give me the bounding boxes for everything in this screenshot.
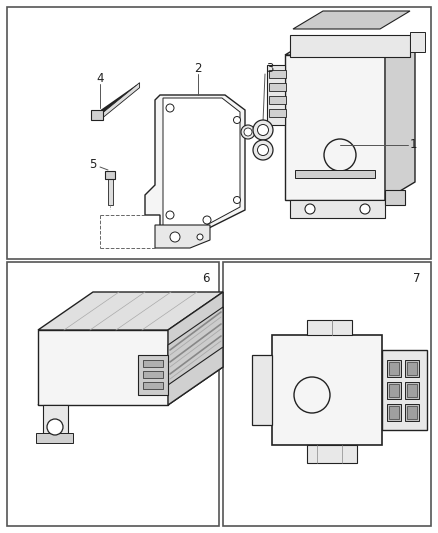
Bar [143, 382, 163, 389]
Polygon shape [269, 83, 286, 91]
Text: 1: 1 [410, 139, 417, 151]
Polygon shape [155, 225, 210, 248]
Bar [405, 404, 419, 421]
Circle shape [253, 120, 273, 140]
Text: 7: 7 [413, 271, 420, 285]
Bar [405, 382, 419, 399]
Polygon shape [269, 96, 286, 104]
Polygon shape [107, 179, 113, 205]
Bar [7, 7, 431, 259]
Polygon shape [38, 367, 223, 405]
Polygon shape [38, 292, 223, 330]
Text: 2: 2 [194, 61, 202, 75]
Polygon shape [293, 11, 410, 29]
Bar [407, 362, 417, 375]
Text: 3: 3 [266, 61, 274, 75]
Bar [387, 382, 401, 399]
Text: 4: 4 [96, 71, 104, 85]
Circle shape [360, 204, 370, 214]
Polygon shape [382, 350, 427, 430]
Bar [407, 406, 417, 419]
Circle shape [241, 125, 255, 139]
Polygon shape [91, 110, 103, 120]
Bar [143, 360, 163, 367]
Bar [295, 170, 375, 178]
Polygon shape [285, 37, 415, 55]
Bar [389, 362, 399, 375]
Text: 6: 6 [202, 271, 210, 285]
Circle shape [324, 139, 356, 171]
Polygon shape [290, 35, 410, 57]
Bar [387, 404, 401, 421]
Circle shape [166, 104, 174, 112]
Bar [389, 406, 399, 419]
Polygon shape [163, 98, 240, 227]
Polygon shape [285, 55, 385, 200]
Circle shape [258, 144, 268, 156]
Circle shape [166, 211, 174, 219]
Circle shape [258, 125, 268, 135]
Circle shape [233, 117, 240, 124]
Circle shape [244, 128, 252, 136]
Polygon shape [36, 433, 73, 443]
Circle shape [197, 234, 203, 240]
Polygon shape [168, 292, 223, 405]
Polygon shape [385, 37, 415, 200]
Circle shape [203, 216, 211, 224]
Bar [143, 371, 163, 378]
Polygon shape [43, 405, 68, 440]
Polygon shape [145, 95, 245, 230]
Bar [7, 262, 219, 526]
Polygon shape [307, 320, 352, 335]
Circle shape [305, 204, 315, 214]
Bar [272, 335, 382, 445]
Polygon shape [168, 307, 223, 385]
Bar [407, 384, 417, 397]
Polygon shape [105, 171, 115, 179]
Bar [387, 360, 401, 377]
Polygon shape [103, 83, 140, 117]
Text: 5: 5 [89, 158, 97, 172]
Polygon shape [410, 32, 425, 52]
Polygon shape [290, 200, 385, 218]
Circle shape [253, 140, 273, 160]
Polygon shape [385, 190, 405, 205]
Polygon shape [267, 65, 285, 125]
Circle shape [47, 419, 63, 435]
Polygon shape [269, 70, 286, 78]
Polygon shape [307, 445, 357, 463]
Bar [389, 384, 399, 397]
Polygon shape [38, 330, 168, 405]
Polygon shape [252, 355, 272, 425]
Polygon shape [138, 355, 168, 395]
Circle shape [294, 377, 330, 413]
Polygon shape [269, 109, 286, 117]
Circle shape [170, 232, 180, 242]
Circle shape [233, 197, 240, 204]
Bar [405, 360, 419, 377]
Bar [223, 262, 431, 526]
